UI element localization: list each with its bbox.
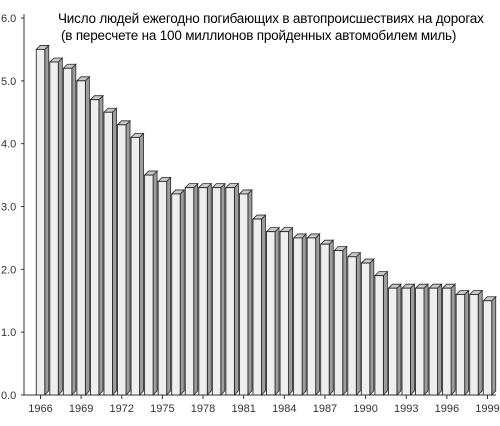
- bar-1977: [184, 182, 199, 396]
- x-tick-label: 1993: [394, 403, 418, 415]
- chart-title-block: Число людей ежегодно погибающих в автопр…: [58, 10, 498, 44]
- bar-1986: [306, 232, 321, 396]
- bar-1993: [401, 283, 416, 396]
- bar-1971: [103, 107, 118, 396]
- y-tick-label: 4.0: [1, 139, 16, 151]
- chart-subtitle: (в пересчете на 100 миллионов пройденных…: [61, 28, 457, 43]
- bar-1995: [428, 283, 443, 396]
- bar-1981: [238, 188, 253, 396]
- bar-1994: [414, 283, 429, 396]
- bar-1980: [224, 182, 240, 396]
- bar-1969: [75, 75, 91, 396]
- bar-1982: [252, 214, 267, 396]
- bar-1972: [116, 119, 131, 396]
- y-tick-label: 3.0: [1, 202, 16, 214]
- bar-1979: [211, 182, 226, 396]
- bar-1987: [319, 239, 335, 396]
- x-tick-label: 1990: [353, 403, 377, 415]
- bars: [35, 44, 497, 396]
- x-tick-label: 1966: [28, 403, 52, 415]
- bar-1996: [441, 283, 457, 396]
- x-axis: 1966 1969 1972 1975 1978 1981 1984 1987 1990 1993…: [24, 394, 500, 415]
- bar-1970: [89, 94, 104, 396]
- bar-1968: [62, 63, 77, 396]
- x-tick-label: 1981: [231, 403, 255, 415]
- bar-1974: [143, 170, 159, 396]
- y-tick-label: 5.0: [1, 76, 16, 88]
- x-tick-label: 1987: [313, 403, 337, 415]
- y-tick-label: 0.0: [1, 390, 16, 402]
- bar-1988: [333, 245, 348, 396]
- bar-1976: [170, 188, 186, 396]
- bar-1967: [48, 57, 64, 396]
- x-tick-label: 1984: [272, 403, 296, 415]
- bar-1992: [387, 283, 402, 396]
- bar-1966: [35, 44, 50, 396]
- bar-1984: [279, 226, 294, 396]
- y-tick-label: 2.0: [1, 264, 16, 276]
- bar-1999: [482, 295, 497, 396]
- bar-1973: [130, 132, 145, 396]
- bar-1990: [360, 258, 375, 396]
- bar-1978: [197, 182, 213, 396]
- x-tick-label: 1975: [150, 403, 174, 415]
- bar-1985: [292, 232, 308, 396]
- x-tick-label: 1999: [475, 403, 499, 415]
- x-tick-label: 1972: [110, 403, 134, 415]
- bar-1983: [265, 226, 280, 396]
- chart-title: Число людей ежегодно погибающих в автопр…: [58, 11, 484, 26]
- bar-1997: [455, 289, 470, 396]
- y-axis: 0.0 1.0 2.0 3.0 4.0 5.0 6.0: [1, 13, 25, 402]
- bar-1998: [468, 289, 484, 396]
- bar-1975: [157, 176, 172, 396]
- bar-1991: [373, 270, 389, 396]
- x-tick-label: 1996: [435, 403, 459, 415]
- y-tick-label: 6.0: [1, 13, 16, 25]
- x-tick-label: 1969: [69, 403, 93, 415]
- y-tick-label: 1.0: [1, 327, 16, 339]
- x-tick-label: 1978: [191, 403, 215, 415]
- bar-1989: [346, 251, 362, 396]
